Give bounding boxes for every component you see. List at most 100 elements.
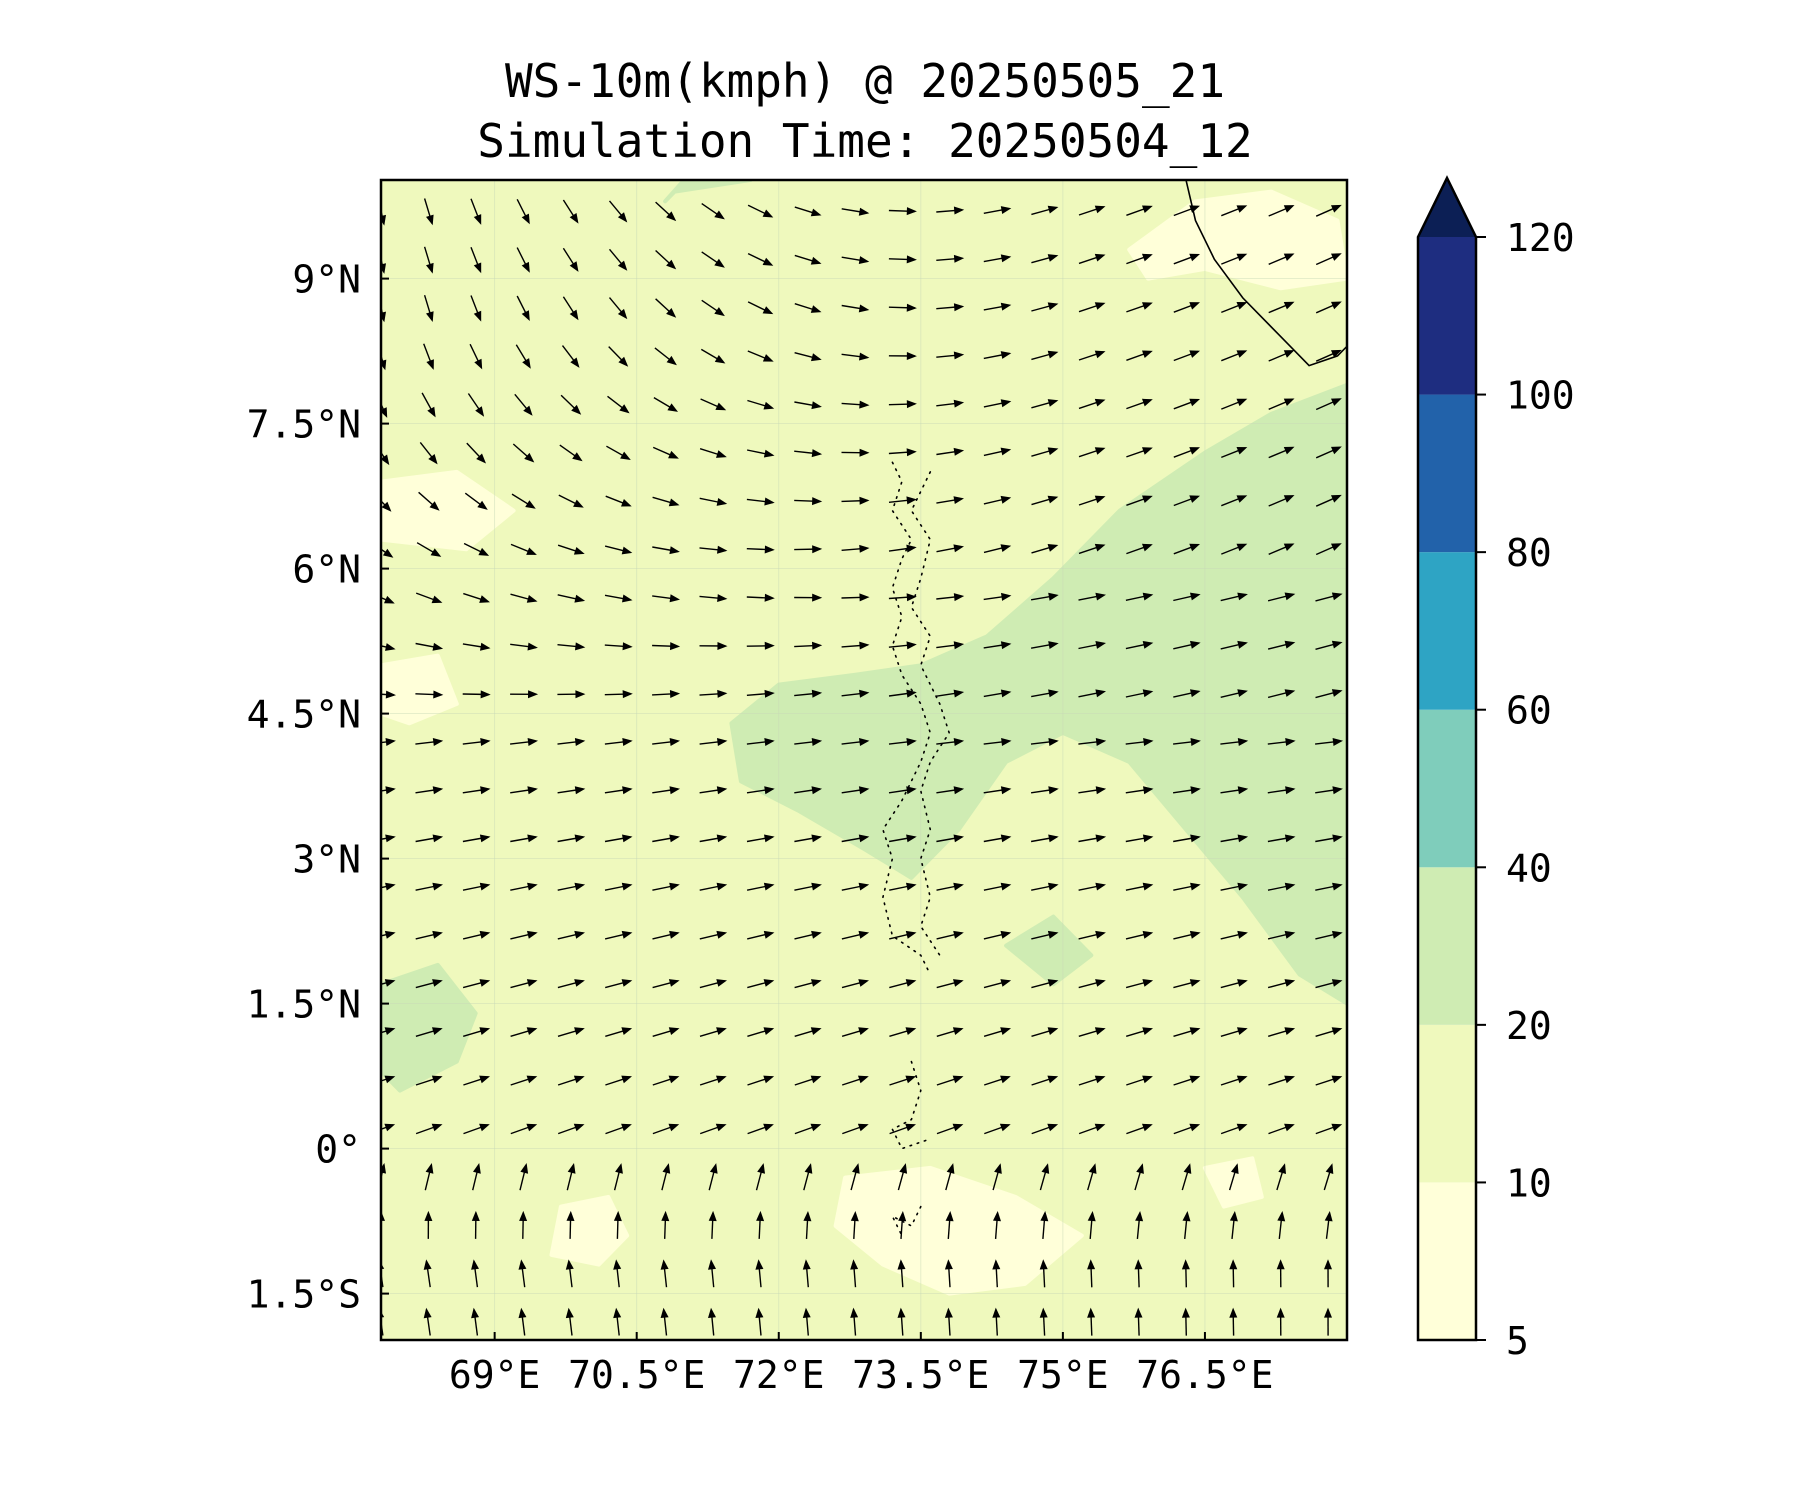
wind-vector-head	[572, 452, 583, 462]
wind-vector-head	[1142, 302, 1153, 310]
wind-vector-head	[574, 930, 585, 939]
wind-vector	[557, 1075, 585, 1086]
wind-vector-head	[621, 546, 633, 555]
wind-vector	[699, 545, 728, 554]
wind-vector	[562, 247, 579, 272]
wind-vector-head	[621, 882, 633, 891]
wind-vector-head	[1331, 1027, 1343, 1035]
wind-vector-head	[1047, 979, 1059, 987]
wind-vector	[519, 1210, 528, 1239]
wind-vector-head	[811, 738, 823, 746]
wind-vector-head	[899, 1163, 908, 1174]
wind-vector	[421, 392, 436, 418]
wind-vector-head	[717, 689, 728, 698]
wind-vector	[1172, 786, 1201, 795]
wind-vector	[416, 542, 442, 557]
wind-vector-head	[1048, 882, 1059, 891]
wind-vector-head	[1190, 834, 1201, 843]
wind-vector-head	[1047, 544, 1059, 552]
wind-vector-head	[1142, 495, 1153, 503]
wind-vector	[605, 1075, 632, 1086]
wind-vector	[652, 738, 680, 746]
wind-vector-head	[1283, 543, 1295, 551]
wind-vector-head	[381, 359, 387, 371]
lat-tick-label: 3°N	[292, 838, 361, 882]
wind-vector-head	[1324, 1211, 1333, 1222]
wind-vector	[708, 1307, 716, 1336]
wind-vector	[794, 882, 822, 891]
wind-vector-head	[1142, 205, 1153, 213]
wind-vector	[661, 1163, 671, 1191]
wind-vector-head	[518, 1307, 527, 1319]
wind-vector-head	[1143, 786, 1154, 795]
wind-vector	[1315, 689, 1343, 699]
wind-vector	[1031, 254, 1059, 264]
wind-vector-head	[1236, 398, 1248, 407]
wind-vector	[1031, 495, 1059, 506]
wind-vector	[1173, 398, 1200, 410]
wind-vector-head	[384, 979, 396, 987]
wind-vector-head	[569, 213, 579, 224]
wind-vector-head	[1047, 447, 1059, 456]
wind-vector-head	[621, 1075, 632, 1084]
wind-vector-head	[1285, 738, 1296, 746]
wind-vector	[803, 1211, 812, 1239]
wind-vector-head	[518, 1259, 527, 1270]
lon-tick-label: 69°E	[449, 1353, 541, 1397]
wind-vector	[936, 738, 965, 746]
wind-vector-head	[666, 355, 677, 366]
wind-vector-head	[716, 930, 728, 939]
wind-vector-head	[617, 308, 628, 320]
wind-vector-head	[1283, 350, 1295, 358]
wind-vector	[613, 1307, 622, 1336]
wind-vector	[1030, 641, 1059, 649]
wind-vector-head	[1142, 1123, 1153, 1132]
wind-vector-head	[1229, 1259, 1238, 1270]
wind-vector	[1039, 1259, 1048, 1288]
wind-vector	[898, 1211, 907, 1239]
wind-vector-head	[429, 501, 440, 511]
wind-vector	[936, 206, 965, 215]
wind-speed-contours	[381, 180, 1347, 1296]
wind-vector	[423, 246, 434, 274]
wind-vector-head	[859, 593, 870, 602]
wind-vector-head	[666, 211, 677, 222]
wind-vector-head	[669, 738, 680, 746]
wind-vector	[945, 1163, 955, 1191]
wind-vector	[699, 689, 728, 698]
wind-vector	[607, 395, 630, 414]
wind-vector-head	[1143, 738, 1154, 746]
wind-vector-head	[525, 500, 536, 509]
wind-vector	[605, 1123, 632, 1135]
wind-vector-head	[717, 594, 728, 602]
wind-vector	[794, 689, 823, 698]
wind-vector	[794, 401, 822, 410]
wind-vector	[604, 834, 633, 843]
wind-vector-head	[716, 498, 728, 506]
wind-vector	[841, 786, 870, 795]
wind-vector	[557, 594, 586, 603]
wind-vector	[992, 1307, 1001, 1336]
wind-vector	[841, 400, 870, 409]
wind-vector-head	[1000, 302, 1012, 311]
wind-vector-head	[1284, 834, 1296, 843]
wind-vector-head	[1000, 206, 1012, 214]
wind-vector-head	[850, 1259, 859, 1270]
wind-vector	[652, 690, 681, 698]
wind-vector	[1315, 494, 1342, 507]
wind-vector-head	[621, 930, 633, 939]
wind-vector-head	[952, 1075, 964, 1084]
wind-vector-head	[1237, 640, 1248, 649]
wind-vector	[423, 294, 434, 322]
wind-vector	[1268, 543, 1295, 555]
wind-vector-head	[426, 262, 434, 274]
wind-vector-head	[755, 1307, 764, 1318]
wind-vector	[1078, 398, 1106, 410]
wind-vector-head	[1236, 302, 1248, 310]
wind-vector-head	[1236, 253, 1248, 262]
wind-vector	[510, 642, 538, 651]
wind-vector-head	[763, 1075, 775, 1084]
wind-vector	[423, 1259, 432, 1288]
wind-vector	[983, 930, 1012, 940]
wind-vector	[415, 592, 443, 604]
